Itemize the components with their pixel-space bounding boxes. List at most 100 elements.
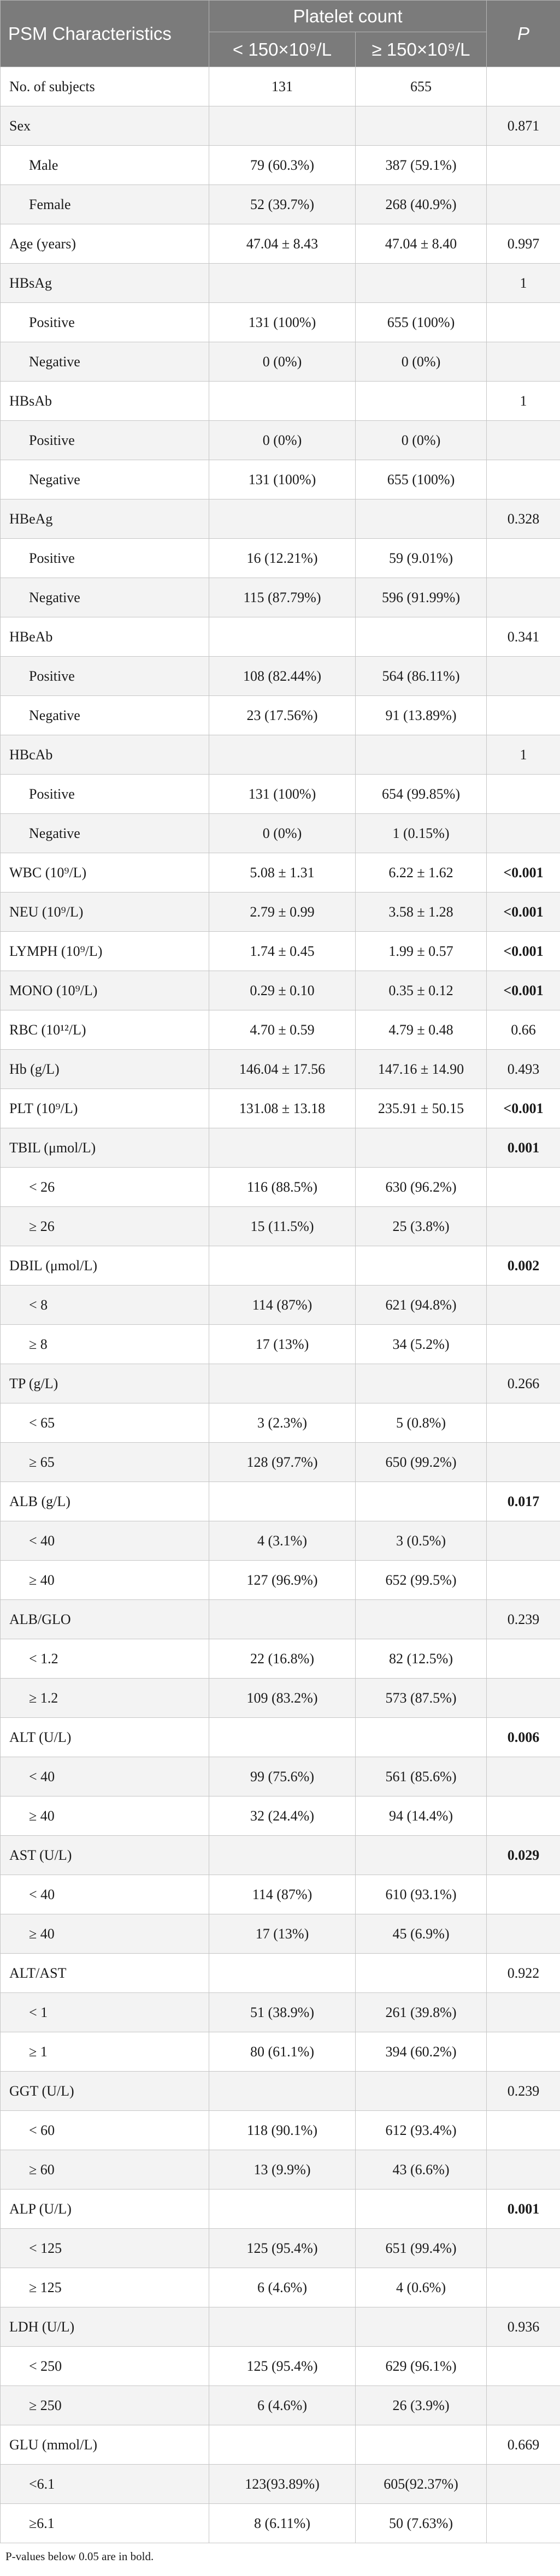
row-label: ≥ 125 xyxy=(1,2268,209,2307)
cell-below-150: 115 (87.79%) xyxy=(209,578,356,617)
row-label: < 65 xyxy=(1,1403,209,1443)
cell-above-150 xyxy=(356,735,487,775)
row-label: ≥ 40 xyxy=(1,1914,209,1954)
cell-p-value: 0.239 xyxy=(487,1600,560,1639)
row-label: ALP (U/L) xyxy=(1,2190,209,2229)
cell-p-value xyxy=(487,303,560,342)
cell-p-value xyxy=(487,578,560,617)
row-label: HBsAg xyxy=(1,264,209,303)
cell-below-150: 32 (24.4%) xyxy=(209,1796,356,1836)
cell-below-150: 1.74 ± 0.45 xyxy=(209,932,356,971)
cell-above-150 xyxy=(356,1128,487,1168)
row-label: ≥ 1.2 xyxy=(1,1679,209,1718)
row-label: ≥ 26 xyxy=(1,1207,209,1246)
cell-p-value: <0.001 xyxy=(487,1089,560,1128)
row-label: Female xyxy=(1,185,209,224)
row-label: HBeAb xyxy=(1,617,209,657)
cell-above-150 xyxy=(356,1364,487,1403)
cell-p-value xyxy=(487,1207,560,1246)
cell-p-value xyxy=(487,814,560,853)
cell-below-150: 109 (83.2%) xyxy=(209,1679,356,1718)
cell-above-150: 4 (0.6%) xyxy=(356,2268,487,2307)
cell-above-150: 596 (91.99%) xyxy=(356,578,487,617)
row-label: ALB (g/L) xyxy=(1,1482,209,1521)
cell-below-150: 16 (12.21%) xyxy=(209,539,356,578)
cell-p-value: 1 xyxy=(487,735,560,775)
cell-above-150 xyxy=(356,106,487,146)
table-row: ALB/GLO 0.239 xyxy=(1,1600,560,1639)
cell-above-150: 47.04 ± 8.40 xyxy=(356,224,487,264)
cell-above-150: 0 (0%) xyxy=(356,421,487,460)
cell-above-150 xyxy=(356,2425,487,2465)
cell-below-150 xyxy=(209,382,356,421)
row-label: ALB/GLO xyxy=(1,1600,209,1639)
cell-above-150: 655 (100%) xyxy=(356,303,487,342)
cell-p-value: 0.001 xyxy=(487,2190,560,2229)
cell-above-150 xyxy=(356,2307,487,2347)
cell-above-150: 4.79 ± 0.48 xyxy=(356,1010,487,1050)
cell-p-value xyxy=(487,1325,560,1364)
cell-below-150 xyxy=(209,1128,356,1168)
cell-p-value: 0.997 xyxy=(487,224,560,264)
table-row: TP (g/L)0.266 xyxy=(1,1364,560,1403)
cell-p-value xyxy=(487,539,560,578)
cell-p-value: 0.006 xyxy=(487,1718,560,1757)
cell-below-150: 127 (96.9%) xyxy=(209,1561,356,1600)
row-label: Positive xyxy=(1,303,209,342)
row-label: Hb (g/L) xyxy=(1,1050,209,1089)
cell-p-value xyxy=(487,1168,560,1207)
row-label: DBIL (μmol/L) xyxy=(1,1246,209,1286)
cell-p-value xyxy=(487,2150,560,2190)
row-label: ALT (U/L) xyxy=(1,1718,209,1757)
cell-p-value: 0.266 xyxy=(487,1364,560,1403)
row-label: ALT/AST xyxy=(1,1954,209,1993)
row-label: Age (years) xyxy=(1,224,209,264)
row-label: < 1.2 xyxy=(1,1639,209,1679)
cell-above-150: 650 (99.2%) xyxy=(356,1443,487,1482)
cell-p-value: <0.001 xyxy=(487,853,560,893)
cell-above-150 xyxy=(356,1954,487,1993)
cell-above-150 xyxy=(356,382,487,421)
cell-p-value: 0.66 xyxy=(487,1010,560,1050)
cell-p-value: 0.341 xyxy=(487,617,560,657)
cell-p-value: 0.936 xyxy=(487,2307,560,2347)
cell-below-150: 114 (87%) xyxy=(209,1286,356,1325)
cell-above-150: 387 (59.1%) xyxy=(356,146,487,185)
cell-p-value xyxy=(487,2229,560,2268)
row-label: RBC (10¹²/L) xyxy=(1,1010,209,1050)
cell-above-150: 1.99 ± 0.57 xyxy=(356,932,487,971)
row-label: HBsAb xyxy=(1,382,209,421)
cell-below-150: 3 (2.3%) xyxy=(209,1403,356,1443)
cell-below-150: 4.70 ± 0.59 xyxy=(209,1010,356,1050)
table-row: AST (U/L)0.029 xyxy=(1,1836,560,1875)
cell-above-150 xyxy=(356,2190,487,2229)
row-label: < 250 xyxy=(1,2347,209,2386)
row-label: HBeAg xyxy=(1,499,209,539)
cell-p-value: 0.871 xyxy=(487,106,560,146)
cell-below-150: 131 (100%) xyxy=(209,775,356,814)
cell-p-value xyxy=(487,2504,560,2543)
cell-below-150: 0 (0%) xyxy=(209,814,356,853)
cell-above-150: 50 (7.63%) xyxy=(356,2504,487,2543)
cell-above-150: 147.16 ± 14.90 xyxy=(356,1050,487,1089)
cell-above-150: 6.22 ± 1.62 xyxy=(356,853,487,893)
cell-above-150: 59 (9.01%) xyxy=(356,539,487,578)
cell-p-value: <0.001 xyxy=(487,932,560,971)
cell-above-150: 605(92.37%) xyxy=(356,2465,487,2504)
